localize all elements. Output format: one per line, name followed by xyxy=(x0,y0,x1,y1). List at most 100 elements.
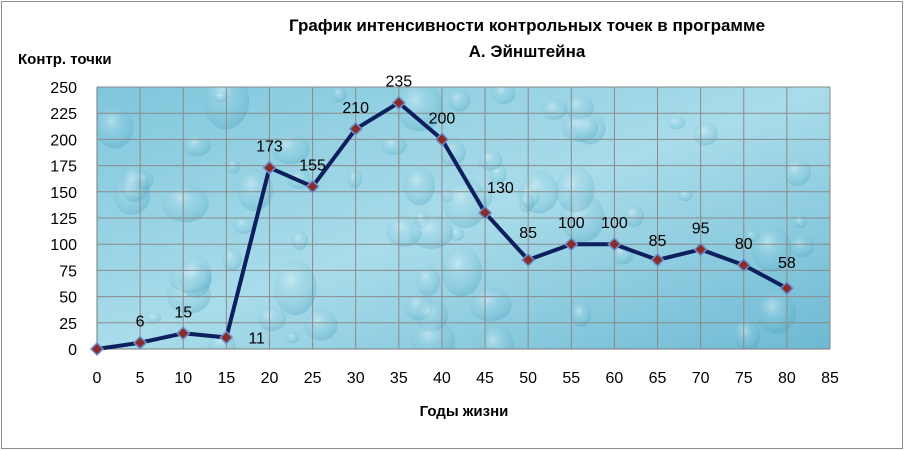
chart-title-line-2: А. Эйнштейна xyxy=(469,42,586,61)
data-label: 210 xyxy=(342,100,369,117)
water-drop xyxy=(443,178,488,229)
data-point-marker xyxy=(176,326,191,341)
y-tick-label: 150 xyxy=(50,185,77,202)
x-tick-label: 65 xyxy=(649,370,667,387)
water-drop xyxy=(541,99,568,120)
water-drop xyxy=(291,230,308,250)
y-tick-label: 175 xyxy=(50,159,77,176)
y-tick-label: 125 xyxy=(50,211,77,228)
water-drop xyxy=(227,159,241,174)
water-drop xyxy=(409,215,454,249)
x-tick-label: 55 xyxy=(562,370,580,387)
y-tick-label: 200 xyxy=(50,132,77,149)
data-label: 173 xyxy=(256,139,283,156)
water-drop xyxy=(570,302,592,327)
data-label: 130 xyxy=(487,180,514,197)
water-drop xyxy=(146,312,162,324)
x-tick-label: 0 xyxy=(93,370,102,387)
data-label: 155 xyxy=(299,158,326,175)
x-tick-label: 80 xyxy=(778,370,796,387)
water-drop xyxy=(667,116,686,130)
y-tick-label: 75 xyxy=(59,263,77,280)
x-tick-label: 75 xyxy=(735,370,753,387)
water-drop xyxy=(273,260,317,316)
water-drop xyxy=(236,169,274,212)
water-drop xyxy=(734,319,760,349)
water-drop xyxy=(120,165,150,203)
data-point-marker xyxy=(262,160,277,175)
y-tick-label: 0 xyxy=(68,342,77,359)
data-label: 11 xyxy=(248,330,265,347)
water-drop xyxy=(448,89,471,112)
data-label: 85 xyxy=(519,225,537,242)
data-point-marker xyxy=(434,132,450,147)
data-label: 80 xyxy=(735,236,753,253)
x-tick-label: 5 xyxy=(136,370,145,387)
data-label: 100 xyxy=(601,215,628,232)
y-tick-label: 100 xyxy=(50,237,77,254)
x-axis-label: Годы жизни xyxy=(420,403,509,420)
water-drop xyxy=(403,166,435,206)
x-tick-label: 30 xyxy=(347,370,365,387)
x-tick-label: 70 xyxy=(692,370,710,387)
water-drop xyxy=(271,133,310,165)
data-label: 100 xyxy=(558,215,585,232)
x-tick-label: 45 xyxy=(476,370,494,387)
water-drop xyxy=(232,216,256,234)
water-drop xyxy=(555,166,595,213)
water-drop xyxy=(396,87,444,132)
x-tick-label: 50 xyxy=(519,370,537,387)
y-tick-label: 250 xyxy=(50,80,77,97)
x-tick-label: 10 xyxy=(174,370,192,387)
water-drop xyxy=(221,247,242,271)
data-point-marker xyxy=(650,252,665,267)
data-point-marker xyxy=(391,95,406,110)
data-point-marker xyxy=(348,121,363,136)
data-label: 15 xyxy=(174,304,192,321)
water-drop xyxy=(793,215,807,228)
axes xyxy=(96,87,830,350)
water-drop xyxy=(380,136,407,155)
water-drop xyxy=(478,149,503,171)
data-point-marker xyxy=(219,330,234,345)
water-drop xyxy=(441,245,482,297)
y-tick-label: 225 xyxy=(50,106,77,123)
water-drop xyxy=(518,192,534,213)
gridlines xyxy=(96,86,831,350)
data-point-marker xyxy=(89,341,105,357)
data-label: 200 xyxy=(429,110,456,127)
data-label: 95 xyxy=(692,220,710,237)
water-drop xyxy=(162,184,209,223)
series-layer: 6 15 11 173 155 210 235 200 130 85 100 100 85 95 80 58 xyxy=(89,74,796,357)
x-tick-label: 60 xyxy=(606,370,624,387)
water-drop xyxy=(257,306,287,331)
water-drop xyxy=(677,188,693,202)
water-drop xyxy=(286,331,299,344)
x-tick-label: 15 xyxy=(217,370,235,387)
data-point-marker xyxy=(521,252,536,267)
data-point-marker xyxy=(693,242,708,257)
data-label: 235 xyxy=(385,74,412,91)
water-drop xyxy=(178,255,212,298)
water-drop xyxy=(347,169,363,189)
water-drop xyxy=(789,235,814,258)
water-drop xyxy=(97,106,134,149)
data-point-marker xyxy=(477,205,493,220)
data-point-marker xyxy=(779,281,794,296)
water-drop xyxy=(182,135,211,157)
data-point-marker xyxy=(736,258,751,273)
water-drop xyxy=(479,325,514,349)
water-drop xyxy=(751,226,792,272)
water-drop xyxy=(332,87,347,103)
water-drop xyxy=(561,112,599,142)
water-drop xyxy=(693,122,718,146)
y-tick-label: 25 xyxy=(59,316,77,333)
water-drop xyxy=(411,319,455,349)
data-label: 6 xyxy=(136,314,145,331)
x-tick-label: 40 xyxy=(433,370,451,387)
water-drop-pattern xyxy=(97,87,814,349)
x-tick-label: 20 xyxy=(261,370,279,387)
water-drop xyxy=(623,205,645,227)
